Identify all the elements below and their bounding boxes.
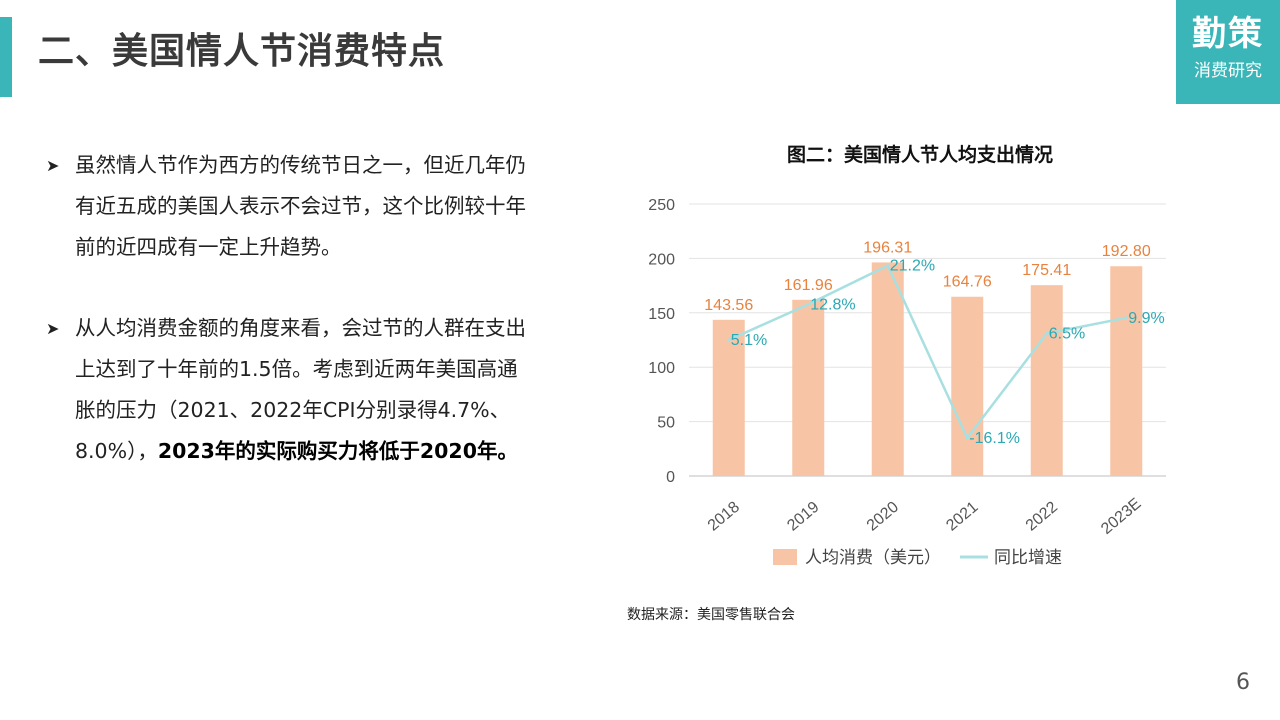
growth-data-label: 9.9% bbox=[1128, 310, 1164, 327]
bar bbox=[712, 319, 745, 476]
growth-data-label: 21.2% bbox=[890, 258, 935, 275]
x-tick-label: 2019 bbox=[784, 499, 822, 535]
growth-point bbox=[1124, 316, 1128, 320]
y-tick-label: 100 bbox=[648, 360, 675, 377]
growth-point bbox=[886, 264, 890, 268]
y-tick-label: 150 bbox=[648, 306, 675, 323]
y-tick-label: 250 bbox=[648, 197, 675, 214]
y-tick-label: 50 bbox=[657, 415, 675, 432]
spending-chart: 250 200 150 100 50 0 143.56 2018 161.96 2019 196.3… bbox=[648, 197, 1166, 568]
growth-data-label: -16.1% bbox=[969, 430, 1020, 447]
page-title: 二、美国情人节消费特点 bbox=[38, 31, 446, 72]
growth-point bbox=[727, 338, 731, 342]
bar-data-label: 143.56 bbox=[704, 297, 753, 314]
x-tick-label: 2018 bbox=[705, 499, 743, 535]
y-tick-label: 0 bbox=[666, 469, 675, 486]
bar bbox=[1030, 285, 1063, 476]
bullet-bold-text: 2023年的实际购买力将低于2020年。 bbox=[157, 439, 518, 463]
bar-data-label: 175.41 bbox=[1022, 262, 1071, 279]
bar bbox=[1110, 266, 1143, 476]
growth-line bbox=[728, 263, 1127, 441]
growth-data-label: 5.1% bbox=[731, 332, 767, 349]
x-tick-label: 2023E bbox=[1098, 495, 1144, 538]
chart-title: 图二：美国情人节人均支出情况 bbox=[786, 144, 1053, 166]
bullet-arrow-icon: ➤ bbox=[46, 156, 60, 175]
bullet-point-2: ➤ 从人均消费金额的角度来看，会过节的人群在支出上达到了十年前的1.5倍。考虑到… bbox=[46, 308, 526, 472]
bar-data-label: 161.96 bbox=[784, 277, 833, 294]
y-tick-label: 200 bbox=[648, 251, 675, 268]
brand-logo: 勤策 消费研究 bbox=[1176, 0, 1280, 104]
logo-main-text: 勤策 bbox=[1192, 14, 1264, 54]
legend-label-line: 同比增速 bbox=[994, 548, 1062, 568]
bar-data-label: 192.80 bbox=[1102, 243, 1151, 260]
bar-data-label: 164.76 bbox=[943, 274, 992, 291]
bullet-text: 虽然情人节作为西方的传统节日之一，但近几年仍有近五成的美国人表示不会过节，这个比… bbox=[75, 153, 526, 259]
x-tick-label: 2020 bbox=[864, 499, 902, 535]
title-accent-bar bbox=[0, 17, 12, 97]
bullet-arrow-icon: ➤ bbox=[46, 319, 60, 338]
legend-swatch-bar bbox=[773, 549, 797, 565]
bar bbox=[792, 299, 825, 476]
logo-sub-text: 消费研究 bbox=[1194, 61, 1262, 81]
growth-point bbox=[1045, 332, 1049, 336]
bullet-text: 从人均消费金额的角度来看，会过节的人群在支出上达到了十年前的1.5倍。考虑到近两… bbox=[75, 316, 526, 463]
growth-point bbox=[806, 302, 810, 306]
page-number: 6 bbox=[1236, 670, 1250, 695]
growth-data-label: 12.8% bbox=[810, 296, 855, 313]
growth-data-label: 6.5% bbox=[1049, 326, 1085, 343]
bar bbox=[871, 262, 904, 476]
bar bbox=[951, 296, 984, 476]
x-tick-label: 2021 bbox=[943, 499, 981, 535]
bar-data-label: 196.31 bbox=[863, 239, 912, 256]
bullet-point-1: ➤ 虽然情人节作为西方的传统节日之一，但近几年仍有近五成的美国人表示不会过节，这… bbox=[46, 145, 526, 268]
x-tick-label: 2022 bbox=[1023, 499, 1061, 535]
growth-point bbox=[965, 436, 969, 440]
legend-label-bar: 人均消费（美元） bbox=[805, 548, 941, 568]
data-source: 数据来源：美国零售联合会 bbox=[627, 607, 795, 623]
